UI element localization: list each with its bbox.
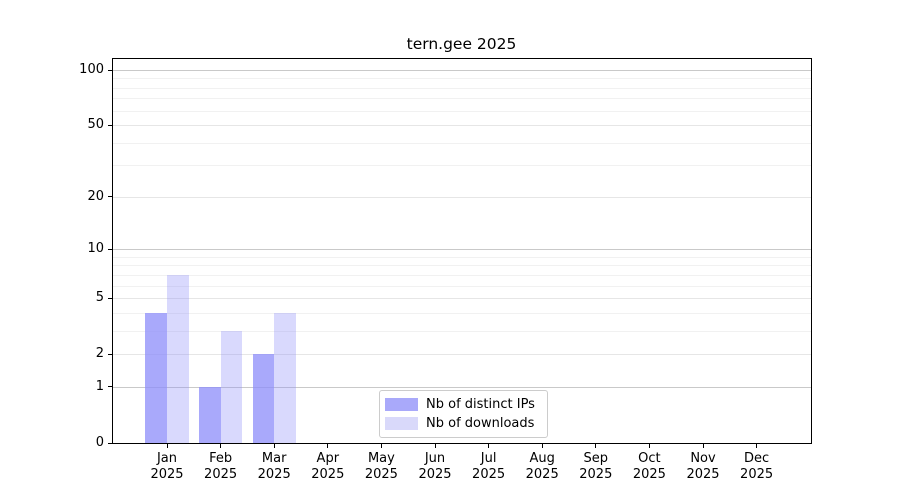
x-tick-mark	[488, 444, 490, 448]
x-tick-label: Jun 2025	[418, 451, 452, 482]
x-tick-label: Feb 2025	[204, 451, 238, 482]
x-tick-label: Sep 2025	[579, 451, 613, 482]
x-tick-label: Mar 2025	[257, 451, 291, 482]
y-tick-mark	[108, 248, 112, 250]
legend-item-distinct-ips: Nb of distinct IPs	[385, 397, 535, 412]
gridline-minor	[113, 165, 811, 167]
x-tick-label: May 2025	[364, 451, 398, 482]
x-tick-mark	[273, 444, 275, 448]
y-tick-mark	[108, 386, 112, 388]
x-tick-label: Aug 2025	[525, 451, 559, 482]
distinct-ips-swatch-icon	[385, 398, 418, 411]
x-tick-mark	[648, 444, 650, 448]
gridline-mid	[113, 298, 811, 300]
bar-downloads	[274, 312, 296, 443]
gridline-mid	[113, 196, 811, 198]
bar-downloads	[220, 330, 243, 443]
y-tick-mark	[108, 196, 112, 198]
y-tick-label: 1	[95, 378, 104, 394]
y-tick-label: 2	[95, 346, 104, 362]
gridline-major	[113, 386, 811, 388]
bar-distinct-ips	[252, 354, 275, 443]
gridline-mid	[113, 354, 811, 356]
gridline-minor	[113, 142, 811, 144]
x-tick-label: Nov 2025	[686, 451, 720, 482]
legend: Nb of distinct IPs Nb of downloads	[379, 390, 548, 438]
gridline-mid	[113, 125, 811, 127]
plot-area	[112, 58, 812, 444]
x-tick-mark	[541, 444, 543, 448]
legend-label-downloads: Nb of downloads	[426, 416, 535, 431]
y-tick-mark	[108, 353, 112, 355]
y-tick-label: 10	[87, 241, 104, 257]
gridline-major	[113, 249, 811, 251]
gridline-minor	[113, 78, 811, 80]
gridline-minor	[113, 330, 811, 332]
gridline-minor	[113, 256, 811, 258]
bar-downloads	[167, 274, 189, 443]
downloads-swatch-icon	[385, 417, 418, 430]
gridline-minor	[113, 265, 811, 267]
y-tick-mark	[108, 442, 112, 444]
x-tick-mark	[702, 444, 704, 448]
gridline-minor	[113, 312, 811, 314]
y-tick-mark	[108, 297, 112, 299]
y-tick-mark	[108, 124, 112, 126]
x-tick-label: Jul 2025	[472, 451, 506, 482]
x-tick-label: Apr 2025	[311, 451, 345, 482]
gridline-minor	[113, 98, 811, 100]
gridline-minor	[113, 274, 811, 276]
bar-distinct-ips	[198, 386, 221, 443]
y-tick-label: 20	[87, 188, 104, 204]
x-tick-label: Jan 2025	[150, 451, 184, 482]
x-tick-mark	[220, 444, 222, 448]
y-tick-label: 100	[79, 62, 104, 77]
plot-canvas	[113, 59, 811, 443]
x-tick-label: Dec 2025	[740, 451, 774, 482]
x-tick-mark	[595, 444, 597, 448]
x-tick-mark	[327, 444, 329, 448]
bar-distinct-ips	[145, 312, 167, 443]
x-tick-mark	[434, 444, 436, 448]
gridline-minor	[113, 285, 811, 287]
x-tick-mark	[380, 444, 382, 448]
y-tick-label: 0	[95, 435, 104, 450]
x-tick-mark	[166, 444, 168, 448]
y-tick-label: 5	[95, 290, 104, 306]
gridline-minor	[113, 110, 811, 112]
x-tick-mark	[756, 444, 758, 448]
gridline-major	[113, 70, 811, 71]
chart-title: tern.gee 2025	[406, 35, 517, 53]
y-tick-label: 50	[87, 117, 104, 133]
y-tick-mark	[108, 69, 112, 71]
legend-label-distinct-ips: Nb of distinct IPs	[426, 397, 535, 412]
legend-item-downloads: Nb of downloads	[385, 416, 535, 431]
x-tick-label: Oct 2025	[632, 451, 666, 482]
gridline-minor	[113, 87, 811, 89]
